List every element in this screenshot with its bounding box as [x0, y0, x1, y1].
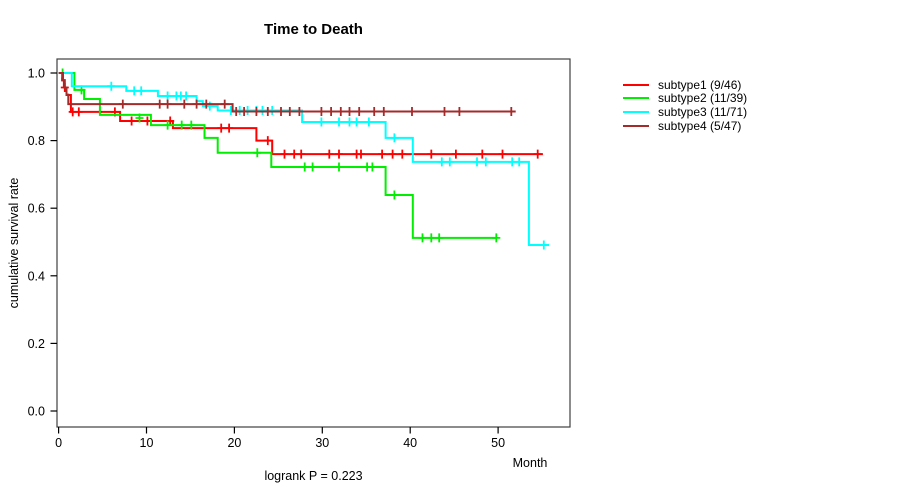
survival-curve-subtype3	[58, 72, 550, 246]
survival-curve-subtype4	[58, 72, 516, 113]
legend-item-subtype2: subtype2 (11/39)	[623, 91, 748, 106]
legend-line-swatch	[623, 97, 649, 100]
legend-item-subtype3: subtype3 (11/71)	[623, 105, 747, 119]
x-tick-label: 40	[403, 436, 417, 450]
legend-label: subtype3 (11/71)	[658, 104, 748, 119]
legend-label: subtype2 (11/39)	[658, 91, 748, 106]
censor-marks-subtype2	[58, 68, 501, 243]
chart-title: Time to Death	[264, 21, 363, 38]
censor-marks-subtype4	[118, 99, 516, 116]
y-tick-label: 0.4	[28, 269, 45, 283]
plot-box	[56, 58, 571, 428]
x-tick-label: 30	[315, 436, 329, 450]
y-tick-label: 0.8	[28, 134, 45, 148]
y-tick-label: 1.0	[28, 67, 45, 81]
censor-marks-subtype3	[107, 81, 548, 250]
legend-item-subtype4: subtype4 (5/47)	[623, 119, 747, 133]
x-tick-label: 10	[140, 436, 154, 450]
x-tick-label: 50	[491, 436, 505, 450]
legend-label: subtype4 (5/47)	[658, 118, 742, 133]
y-tick-label: 0.2	[28, 337, 45, 351]
legend: subtype1 (9/46) subtype2 (11/39) subtype3 …	[623, 78, 748, 133]
x-axis-label: Month	[512, 456, 548, 470]
legend-line-swatch	[623, 110, 649, 113]
survival-curve-subtype2	[58, 72, 497, 239]
legend-line-swatch	[623, 83, 649, 86]
x-tick-label: 20	[227, 436, 241, 450]
legend-label: subtype1 (9/46)	[658, 77, 742, 92]
legend-line-swatch	[623, 124, 649, 127]
logrank-annotation: logrank P = 0.223	[264, 469, 363, 483]
survival-curve-subtype1	[58, 72, 543, 156]
legend-item-subtype1: subtype1 (9/46)	[623, 78, 747, 92]
x-tick-label: 0	[55, 436, 62, 450]
y-tick-label: 0.6	[28, 202, 45, 216]
y-tick-label: 0.0	[28, 405, 45, 419]
